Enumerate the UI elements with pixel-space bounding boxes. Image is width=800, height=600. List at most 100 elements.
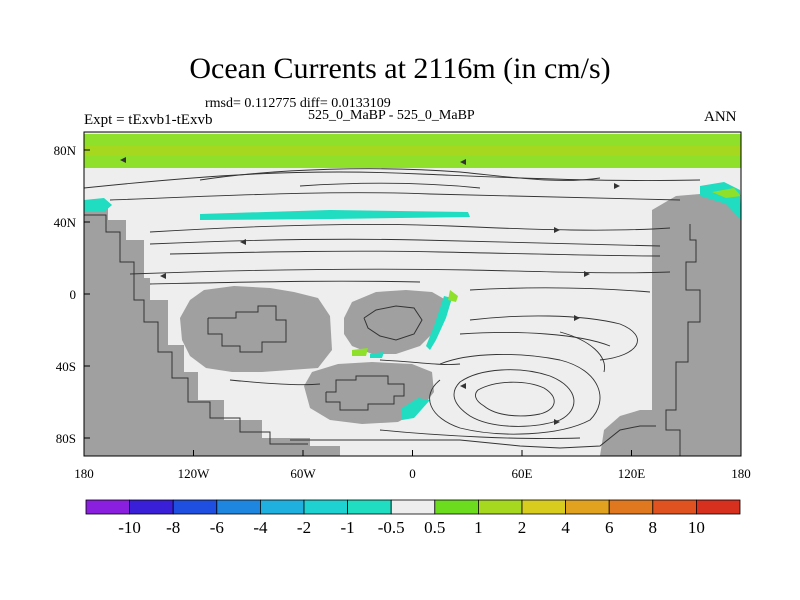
colorbar-label: 6 xyxy=(605,518,614,537)
streamline xyxy=(149,223,671,233)
streamline xyxy=(469,315,638,361)
colorbar-label: 10 xyxy=(688,518,705,537)
colorbar-swatch xyxy=(477,499,523,515)
x-tick-label: 0 xyxy=(409,466,416,481)
map-plot-area xyxy=(83,131,742,457)
anomaly-central-green xyxy=(448,290,458,302)
land-southeast-shelf xyxy=(600,410,652,456)
coastline-central xyxy=(363,305,423,341)
x-tick-label: 120W xyxy=(178,466,211,481)
coastline-east xyxy=(665,224,701,456)
land-west xyxy=(84,205,340,456)
streamlines xyxy=(83,168,701,439)
coastlines xyxy=(84,214,701,456)
colorbar-label: -8 xyxy=(166,518,180,537)
streamline xyxy=(149,238,661,247)
chart-subtitle: 525_0_MaBP - 525_0_MaBP xyxy=(308,108,475,123)
colorbar-swatch xyxy=(129,499,174,515)
colorbar-swatch xyxy=(434,499,479,515)
streamline xyxy=(199,168,601,181)
coastline-west xyxy=(84,214,308,445)
colorbar-swatch xyxy=(303,499,348,515)
colorbar-swatch xyxy=(390,499,436,515)
streamline xyxy=(109,192,681,201)
arrowhead xyxy=(554,227,560,233)
y-tick-label: 0 xyxy=(70,287,77,302)
colorbar-swatch xyxy=(696,499,741,515)
coastline-south xyxy=(290,425,656,449)
streamline xyxy=(229,379,321,386)
arrowhead xyxy=(554,419,560,425)
streamline xyxy=(149,280,421,285)
streamline xyxy=(459,332,611,347)
streamline-arrows xyxy=(120,157,620,425)
chart-title: Ocean Currents at 2116m (in cm/s) xyxy=(189,52,611,85)
season-label: ANN xyxy=(704,109,737,125)
streamline xyxy=(83,171,701,189)
colorbar-label: -6 xyxy=(210,518,224,537)
land-east xyxy=(652,194,741,456)
streamline xyxy=(379,429,581,439)
colorbar-swatch xyxy=(259,499,305,515)
streamline xyxy=(475,381,555,417)
streamline xyxy=(469,287,651,293)
arrowhead xyxy=(460,159,466,165)
streamline xyxy=(129,268,671,275)
streamline xyxy=(379,359,461,365)
colorbar-label: -2 xyxy=(297,518,311,537)
x-tick-label: 120E xyxy=(618,466,646,481)
anomaly-small-green xyxy=(352,348,368,356)
x-tick-label: 60E xyxy=(512,466,533,481)
arrowhead xyxy=(584,271,590,277)
colorbar-label: -0.5 xyxy=(378,518,405,537)
colorbar: -10 -8 -6 -4 -2 -1 -0.5 0.5 1 2 4 6 8 10 xyxy=(85,499,741,537)
y-tick-label: 80S xyxy=(56,431,76,446)
x-tick-label: 180 xyxy=(731,466,751,481)
colorbar-swatch xyxy=(608,499,654,515)
land-masses xyxy=(84,194,741,456)
land-central xyxy=(344,290,446,354)
current-anomalies xyxy=(84,182,741,420)
colorbar-swatch xyxy=(652,499,697,515)
colorbar-swatch xyxy=(85,499,130,515)
colorbar-label: 8 xyxy=(649,518,658,537)
y-tick-label: 40N xyxy=(54,215,77,230)
anomaly-small-cyan xyxy=(370,352,384,358)
x-tick-label: 180 xyxy=(74,466,94,481)
land-south-pacific xyxy=(180,286,332,372)
anomaly-south xyxy=(402,398,430,420)
north-positive-core xyxy=(84,146,741,156)
anomaly-central-coast xyxy=(426,296,452,350)
colorbar-label: -10 xyxy=(118,518,141,537)
y-axis: 80N 40N 0 40S 80S xyxy=(54,143,90,446)
arrowhead xyxy=(574,315,580,321)
colorbar-label: -1 xyxy=(341,518,355,537)
colorbar-swatch xyxy=(172,499,218,515)
experiment-label: Expt = tExvb1-tExvb xyxy=(84,112,213,128)
colorbar-label: 4 xyxy=(561,518,570,537)
arrowhead xyxy=(160,273,166,279)
arrowhead xyxy=(240,239,246,245)
colorbar-swatch xyxy=(216,499,261,515)
arrowhead xyxy=(614,183,620,189)
colorbar-swatch xyxy=(347,499,392,515)
x-tick-label: 60W xyxy=(290,466,316,481)
y-tick-label: 40S xyxy=(56,359,76,374)
colorbar-swatch xyxy=(565,499,610,515)
colorbar-label: -4 xyxy=(253,518,268,537)
land-south-central xyxy=(304,362,434,424)
arrowhead xyxy=(120,157,126,163)
stats-line: rmsd= 0.112775 diff= 0.0133109 xyxy=(205,96,391,111)
colorbar-swatch xyxy=(521,499,566,515)
colorbar-label: 0.5 xyxy=(424,518,445,537)
colorbar-label: 2 xyxy=(518,518,527,537)
streamline xyxy=(559,331,605,373)
streamline xyxy=(429,354,601,435)
anomaly-north-atlantic xyxy=(200,210,470,220)
streamline xyxy=(453,369,575,427)
colorbar-label: 1 xyxy=(474,518,483,537)
anomaly-northeast-green xyxy=(712,188,741,198)
streamline xyxy=(169,250,661,257)
streamline xyxy=(299,182,481,189)
